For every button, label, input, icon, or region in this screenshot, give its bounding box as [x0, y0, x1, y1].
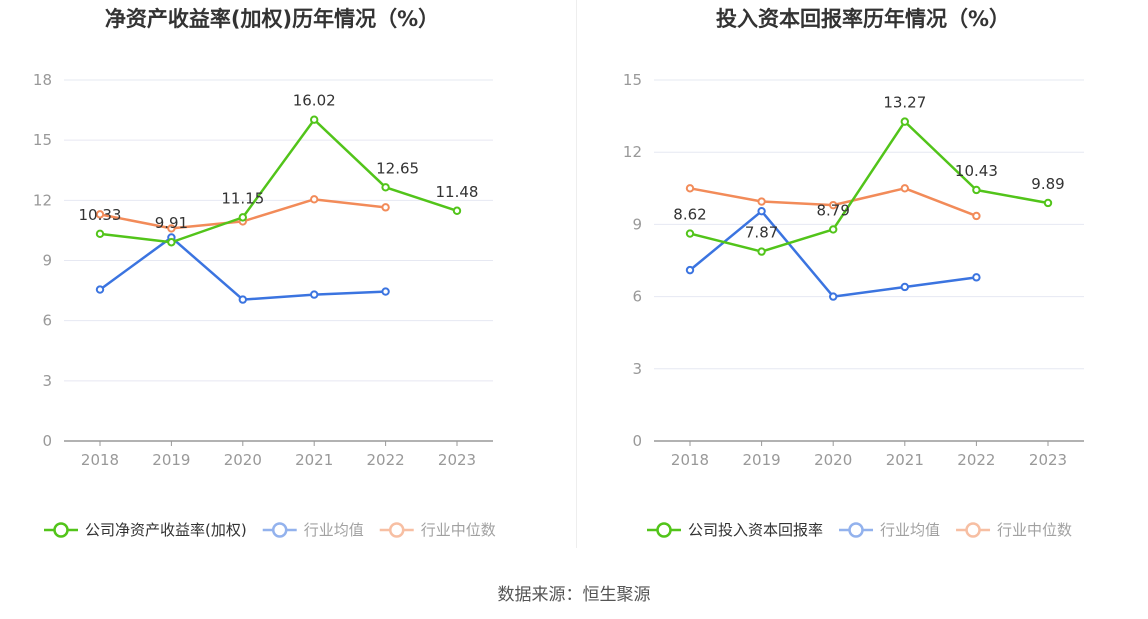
panel-divider	[576, 0, 577, 548]
legend-item-industry_median: 行业中位数	[379, 521, 496, 539]
legend-marker	[656, 522, 672, 538]
x-tick-label: 2023	[1029, 451, 1067, 469]
data-point-company	[381, 183, 390, 192]
data-source-prefix: 数据来源：	[497, 585, 583, 605]
data-point-industry_median	[381, 203, 390, 212]
data-label: 8.62	[673, 206, 706, 224]
legend-marker	[965, 522, 981, 538]
data-point-industry_median	[310, 195, 319, 204]
y-tick-label: 3	[42, 372, 52, 390]
chart-panel-2: 投入资本回报率历年情况（%） 0 3 6 9 12 15 2018 2019 2020 2021 20…	[623, 7, 1084, 539]
chart-panel-1: 净资产收益率(加权)历年情况（%） 0 3 6 9 12 15 18 2018 2019 2020 2…	[33, 7, 496, 539]
data-point-company	[829, 225, 838, 234]
data-point-industry_avg	[310, 290, 319, 299]
data-label: 16.02	[293, 92, 336, 110]
data-label: 10.33	[79, 206, 122, 224]
data-label: 7.87	[745, 224, 778, 242]
data-point-industry_avg	[900, 282, 909, 292]
y-tick-label: 9	[42, 252, 52, 270]
x-tick-label: 2022	[367, 451, 405, 469]
legend-item-industry_avg: 行业均值	[262, 521, 364, 539]
legend-label: 行业均值	[304, 521, 364, 539]
legend-item-company: 公司净资产收益率(加权)	[44, 521, 247, 539]
series-line-company	[99, 118, 458, 244]
x-tick-label: 2022	[957, 451, 995, 469]
data-label: 9.89	[1031, 175, 1064, 193]
legend-label: 公司投入资本回报率	[688, 521, 823, 539]
x-tick-label: 2019	[743, 451, 781, 469]
x-tick-label: 2018	[81, 451, 119, 469]
x-tick-label: 2021	[886, 451, 924, 469]
data-point-industry_median	[95, 210, 105, 219]
data-label: 8.79	[816, 201, 849, 219]
data-label: 13.27	[883, 94, 926, 112]
legend-marker	[848, 522, 864, 538]
x-tick-label: 2020	[814, 451, 852, 469]
data-point-industry_avg	[685, 265, 695, 275]
legend-label: 行业中位数	[997, 521, 1072, 539]
x-tick-label: 2021	[295, 451, 333, 469]
data-point-company	[310, 115, 319, 124]
x-tick-label: 2020	[224, 451, 262, 469]
data-label: 11.48	[436, 183, 479, 201]
y-tick-label: 15	[33, 131, 52, 149]
data-source: 数据来源：恒生聚源	[0, 580, 1148, 605]
legend-marker	[271, 522, 288, 538]
legend-item-industry_avg: 行业均值	[839, 521, 940, 539]
data-point-industry_avg	[381, 287, 390, 296]
y-tick-label: 12	[623, 143, 642, 161]
data-point-industry_avg	[972, 273, 981, 282]
y-tick-label: 6	[632, 288, 642, 306]
x-tick-label: 2023	[438, 451, 476, 469]
legend-marker	[388, 522, 405, 538]
legend-marker	[53, 522, 69, 538]
chart-title: 投入资本回报率历年情况（%）	[716, 7, 1010, 31]
legend-item-industry_median: 行业中位数	[956, 521, 1072, 539]
data-point-industry_avg	[238, 295, 248, 304]
data-point-industry_median	[829, 200, 838, 210]
data-point-company	[95, 229, 105, 239]
data-label: 12.65	[376, 159, 419, 177]
data-point-company	[167, 238, 176, 247]
data-label: 11.15	[221, 189, 264, 207]
y-tick-label: 0	[632, 432, 642, 450]
x-tick-label: 2019	[152, 451, 190, 469]
legend-label: 公司净资产收益率(加权)	[85, 521, 247, 539]
x-tick-label: 2018	[671, 451, 709, 469]
y-tick-label: 6	[42, 312, 52, 330]
y-tick-label: 15	[623, 71, 642, 89]
data-point-company	[685, 229, 695, 238]
data-point-industry_median	[685, 184, 695, 193]
data-point-company	[452, 206, 462, 215]
data-point-industry_avg	[757, 206, 766, 216]
data-source-name: 恒生聚源	[582, 585, 651, 605]
legend-label: 行业中位数	[421, 521, 496, 539]
series-line-company	[689, 120, 1049, 253]
data-point-company	[900, 117, 909, 126]
legend-item-company: 公司投入资本回报率	[647, 521, 823, 539]
y-tick-label: 9	[632, 215, 642, 233]
data-label: 9.91	[155, 214, 188, 232]
y-tick-label: 18	[33, 71, 52, 89]
series-line-industry_avg	[99, 236, 386, 301]
chart-title: 净资产收益率(加权)历年情况（%）	[105, 7, 439, 31]
y-tick-label: 0	[42, 432, 52, 450]
data-point-industry_median	[167, 224, 176, 233]
data-point-industry_median	[900, 184, 909, 193]
data-point-industry_avg	[95, 285, 105, 294]
data-point-industry_median	[757, 197, 766, 206]
y-tick-label: 12	[33, 191, 52, 209]
data-point-company	[757, 247, 766, 256]
data-point-industry_median	[972, 211, 981, 221]
data-label: 10.43	[955, 162, 998, 180]
data-point-industry_avg	[829, 292, 838, 301]
data-point-company	[972, 185, 981, 195]
y-tick-label: 3	[632, 360, 642, 378]
data-point-company	[238, 213, 248, 222]
legend-label: 行业均值	[880, 521, 940, 539]
chart-svg: 净资产收益率(加权)历年情况（%） 0 3 6 9 12 15 18 2018 2019 2020 2…	[33, 7, 1084, 539]
data-point-company	[1043, 198, 1053, 208]
